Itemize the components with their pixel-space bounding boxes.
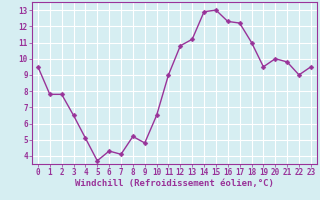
X-axis label: Windchill (Refroidissement éolien,°C): Windchill (Refroidissement éolien,°C) <box>75 179 274 188</box>
